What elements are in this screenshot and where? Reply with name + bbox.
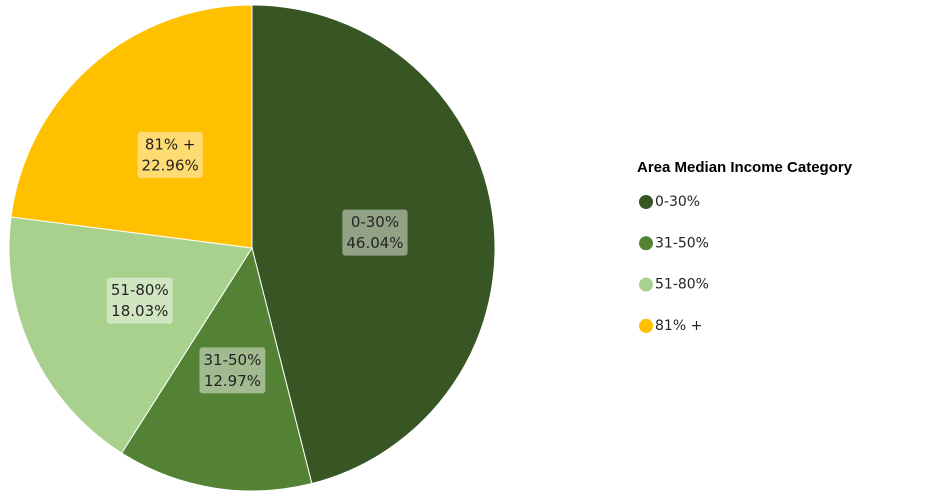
pie-slice [120,246,313,491]
legend-swatch [639,277,653,292]
label-value: 18.03% [111,302,168,320]
legend-swatch [639,318,653,333]
legend-label: 0-30% [655,194,700,210]
data-label: 31-50% 12.97% [199,347,266,394]
label-value: 22.96% [142,156,199,174]
label-box [106,277,173,324]
legend-title: Area Median Income Category [637,159,853,176]
pie-slice [251,4,496,485]
legend-swatch [639,236,653,251]
legend-swatch [639,195,653,209]
legend-label: 51-80% [655,277,709,293]
data-label: 0-30% 46.04% [342,209,408,256]
label-box [342,209,408,256]
label-value: 46.04% [346,234,403,252]
pie-slice [8,216,253,454]
label-box [137,131,203,178]
label-box [199,347,266,394]
label-category: 51-80% [111,281,169,299]
label-category: 31-50% [203,351,261,369]
data-label: 51-80% 18.03% [106,277,173,324]
label-value: 12.97% [204,372,261,390]
pie-slice [10,4,253,249]
legend-label: 31-50% [655,235,709,251]
label-category: 0-30% [351,213,399,231]
legend-label: 81% + [655,318,702,334]
label-category: 81% + [145,135,196,153]
data-label: 81% + 22.96% [137,131,203,178]
